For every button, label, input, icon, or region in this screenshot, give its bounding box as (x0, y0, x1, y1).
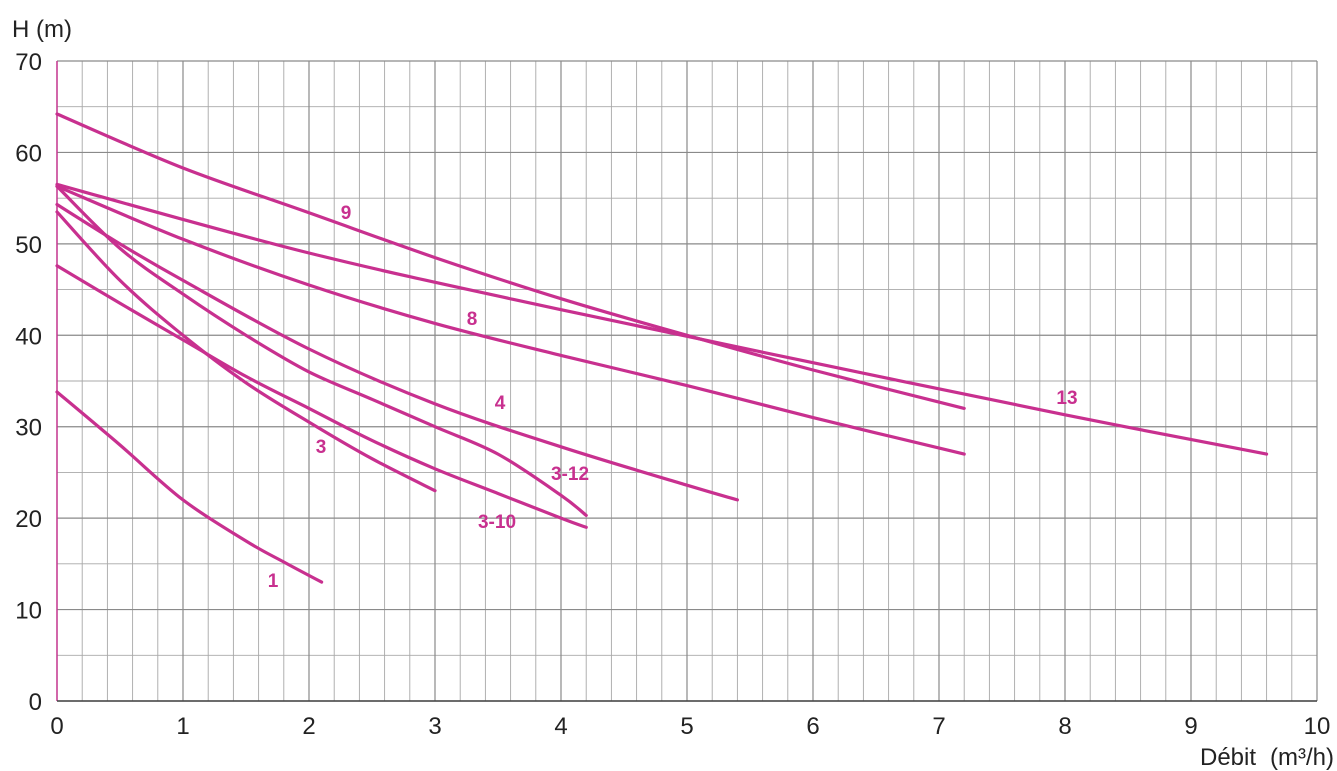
y-tick-labels: 0 10 20 30 40 50 60 70 (15, 49, 42, 716)
curve-label-1: 1 (268, 571, 279, 592)
curve-3 (55, 210, 437, 493)
curve-13 (55, 182, 1269, 456)
x-tick-label: 9 (1184, 713, 1197, 740)
curve-label-4: 4 (495, 393, 506, 414)
x-tick-label: 7 (932, 713, 945, 740)
curve-8 (55, 184, 966, 456)
x-tick-label: 4 (554, 713, 567, 740)
curve-label-3: 3 (316, 437, 327, 458)
y-tick-label: 0 (29, 689, 42, 716)
y-tick-label: 70 (15, 49, 42, 76)
curve-3-10 (55, 264, 588, 529)
y-tick-label: 20 (15, 506, 42, 533)
x-tick-label: 1 (176, 713, 189, 740)
x-axis-title: Débit (m³/h) (1200, 744, 1334, 771)
y-tick-label: 10 (15, 598, 42, 625)
curve-3-12 (55, 184, 588, 517)
x-tick-label: 2 (302, 713, 315, 740)
curve-1 (55, 390, 324, 584)
x-tick-labels: 0 1 2 3 4 5 6 7 8 9 10 (50, 713, 1330, 740)
y-tick-label: 60 (15, 140, 42, 167)
y-axis-title: H (m) (12, 16, 72, 43)
x-tick-label: 8 (1058, 713, 1071, 740)
x-tick-label: 10 (1304, 713, 1331, 740)
y-tick-label: 40 (15, 323, 42, 350)
curve-label-3-12: 3-12 (551, 464, 589, 485)
curve-label-9: 9 (341, 203, 352, 224)
curve-series-group (55, 112, 1269, 584)
minor-grid (57, 61, 1317, 701)
major-grid (56, 60, 1318, 702)
x-axis-unit: (m³/h) (1270, 744, 1334, 771)
x-tick-label: 5 (680, 713, 693, 740)
y-tick-label: 30 (15, 415, 42, 442)
curve-4 (55, 202, 739, 502)
curve-label-3-10: 3-10 (478, 512, 516, 533)
x-tick-label: 6 (806, 713, 819, 740)
x-tick-label: 0 (50, 713, 63, 740)
x-tick-label: 3 (428, 713, 441, 740)
curve-label-8: 8 (467, 309, 478, 330)
axes (56, 61, 1317, 702)
curve-9 (55, 112, 966, 410)
y-tick-label: 50 (15, 232, 42, 259)
curve-label-13: 13 (1056, 388, 1077, 409)
x-axis-label: Débit (1200, 744, 1256, 771)
